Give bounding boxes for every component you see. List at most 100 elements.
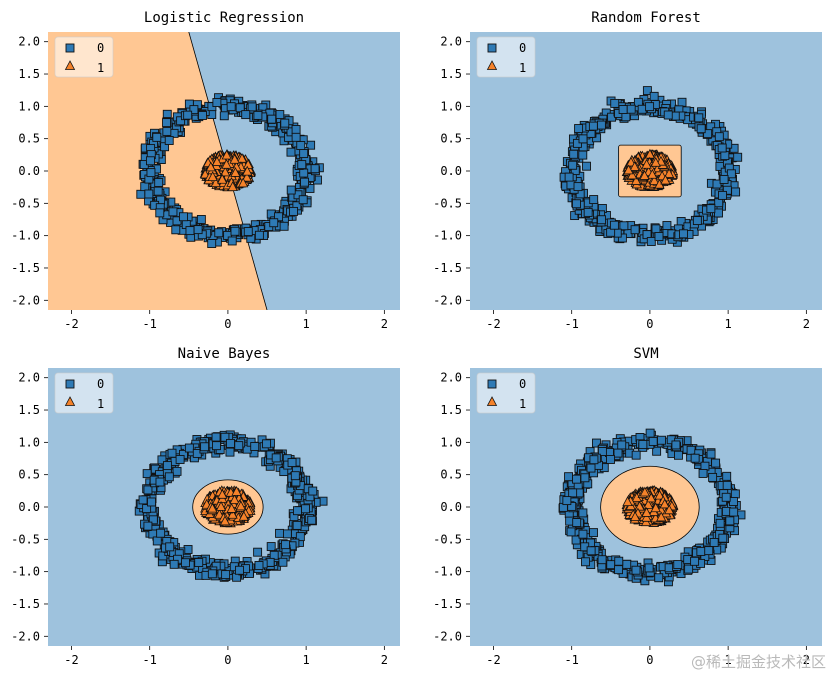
point-class-0 [211, 432, 221, 442]
y-tick-label: 0.5 [18, 468, 40, 482]
point-class-0 [673, 560, 683, 570]
point-class-0 [301, 504, 310, 514]
point-class-0 [709, 538, 719, 547]
point-class-0 [631, 565, 641, 575]
x-tick-label: 1 [725, 653, 732, 667]
point-class-0 [146, 156, 155, 166]
legend-marker-square [487, 379, 497, 389]
point-class-0 [254, 561, 264, 570]
x-tick-label: -2 [64, 653, 78, 667]
panel-logistic-regression: -2 -1 0 1 22.01.51.00.50.0-0.5-1.0-1.5-2.001… [11, 10, 400, 331]
y-tick-label: 0.0 [18, 500, 40, 514]
point-class-1 [211, 156, 223, 166]
legend-box [54, 36, 114, 78]
y-tick-label: 0.0 [440, 500, 462, 514]
point-class-0 [645, 102, 655, 112]
point-class-0 [153, 186, 163, 196]
point-class-0 [293, 506, 302, 516]
point-class-0 [645, 428, 655, 438]
series-0-points [136, 93, 324, 248]
legend-label-1: 1 [97, 397, 104, 411]
point-class-1 [229, 494, 240, 504]
point-class-0 [572, 518, 582, 527]
point-class-0 [606, 560, 616, 570]
x-tick-label: 1 [303, 317, 310, 331]
point-class-0 [674, 450, 683, 460]
point-class-1 [207, 171, 218, 181]
point-class-0 [578, 134, 588, 144]
series-0-points [134, 430, 328, 582]
point-class-0 [671, 440, 681, 450]
point-class-0 [621, 112, 631, 122]
x-tick-label: -2 [486, 653, 500, 667]
x-tick-label: 2 [381, 653, 388, 667]
point-class-0 [704, 546, 714, 556]
point-class-0 [144, 189, 154, 199]
point-class-0 [614, 556, 624, 566]
point-class-0 [297, 160, 307, 170]
point-class-0 [160, 142, 170, 152]
point-class-0 [703, 129, 713, 139]
y-tick-label: 0.0 [18, 164, 40, 178]
point-class-0 [291, 125, 301, 134]
point-class-0 [167, 448, 177, 458]
point-class-0 [179, 212, 188, 222]
legend-label-1: 1 [97, 61, 104, 75]
point-class-1 [647, 168, 658, 179]
legend-box [476, 36, 536, 78]
point-class-0 [262, 439, 271, 449]
point-class-0 [289, 206, 298, 216]
point-class-0 [196, 215, 206, 224]
point-class-0 [589, 195, 599, 205]
point-class-1 [643, 499, 654, 509]
point-class-0 [157, 455, 167, 465]
y-tick-label: 1.5 [18, 67, 40, 81]
point-class-0 [714, 132, 724, 142]
point-class-1 [660, 174, 671, 185]
point-class-1 [220, 166, 231, 177]
point-class-0 [162, 126, 172, 136]
point-class-0 [564, 172, 574, 182]
point-class-1 [238, 510, 249, 521]
point-class-0 [569, 149, 579, 159]
point-class-0 [241, 110, 251, 120]
point-class-0 [574, 124, 584, 134]
point-class-0 [271, 453, 281, 463]
point-class-0 [198, 111, 207, 120]
point-class-0 [280, 118, 290, 128]
point-class-0 [296, 141, 306, 150]
point-class-0 [637, 104, 647, 114]
x-tick-label: -1 [564, 317, 578, 331]
legend-box [54, 372, 114, 414]
point-class-0 [308, 486, 318, 496]
legend: 01 [54, 372, 114, 414]
point-class-0 [729, 497, 738, 506]
point-class-0 [586, 463, 596, 473]
panel-title: Random Forest [591, 10, 701, 26]
legend-label-0: 0 [519, 41, 526, 55]
point-class-0 [718, 533, 728, 543]
x-tick-label: 1 [725, 317, 732, 331]
x-tick-label: 0 [646, 653, 653, 667]
point-class-0 [162, 118, 171, 128]
point-class-0 [221, 570, 231, 580]
point-class-0 [622, 559, 632, 569]
y-tick-label: 1.5 [18, 403, 40, 417]
y-tick-label: -1.5 [11, 261, 40, 275]
point-class-0 [662, 221, 672, 230]
point-class-0 [146, 168, 156, 178]
point-class-0 [140, 182, 150, 192]
point-class-0 [286, 185, 296, 195]
point-class-0 [164, 472, 174, 482]
point-class-1 [230, 167, 241, 177]
point-class-0 [136, 189, 146, 199]
point-class-0 [142, 504, 152, 514]
x-tick-label: -1 [142, 653, 156, 667]
point-class-0 [235, 565, 244, 575]
legend-marker-square [65, 379, 75, 389]
point-class-0 [618, 105, 628, 114]
panel-random-forest: -2 -1 0 1 22.01.51.00.50.0-0.5-1.0-1.5-2.001… [433, 10, 822, 331]
x-tick-label: 0 [224, 317, 231, 331]
plot-area [470, 368, 822, 646]
point-class-0 [589, 528, 598, 538]
